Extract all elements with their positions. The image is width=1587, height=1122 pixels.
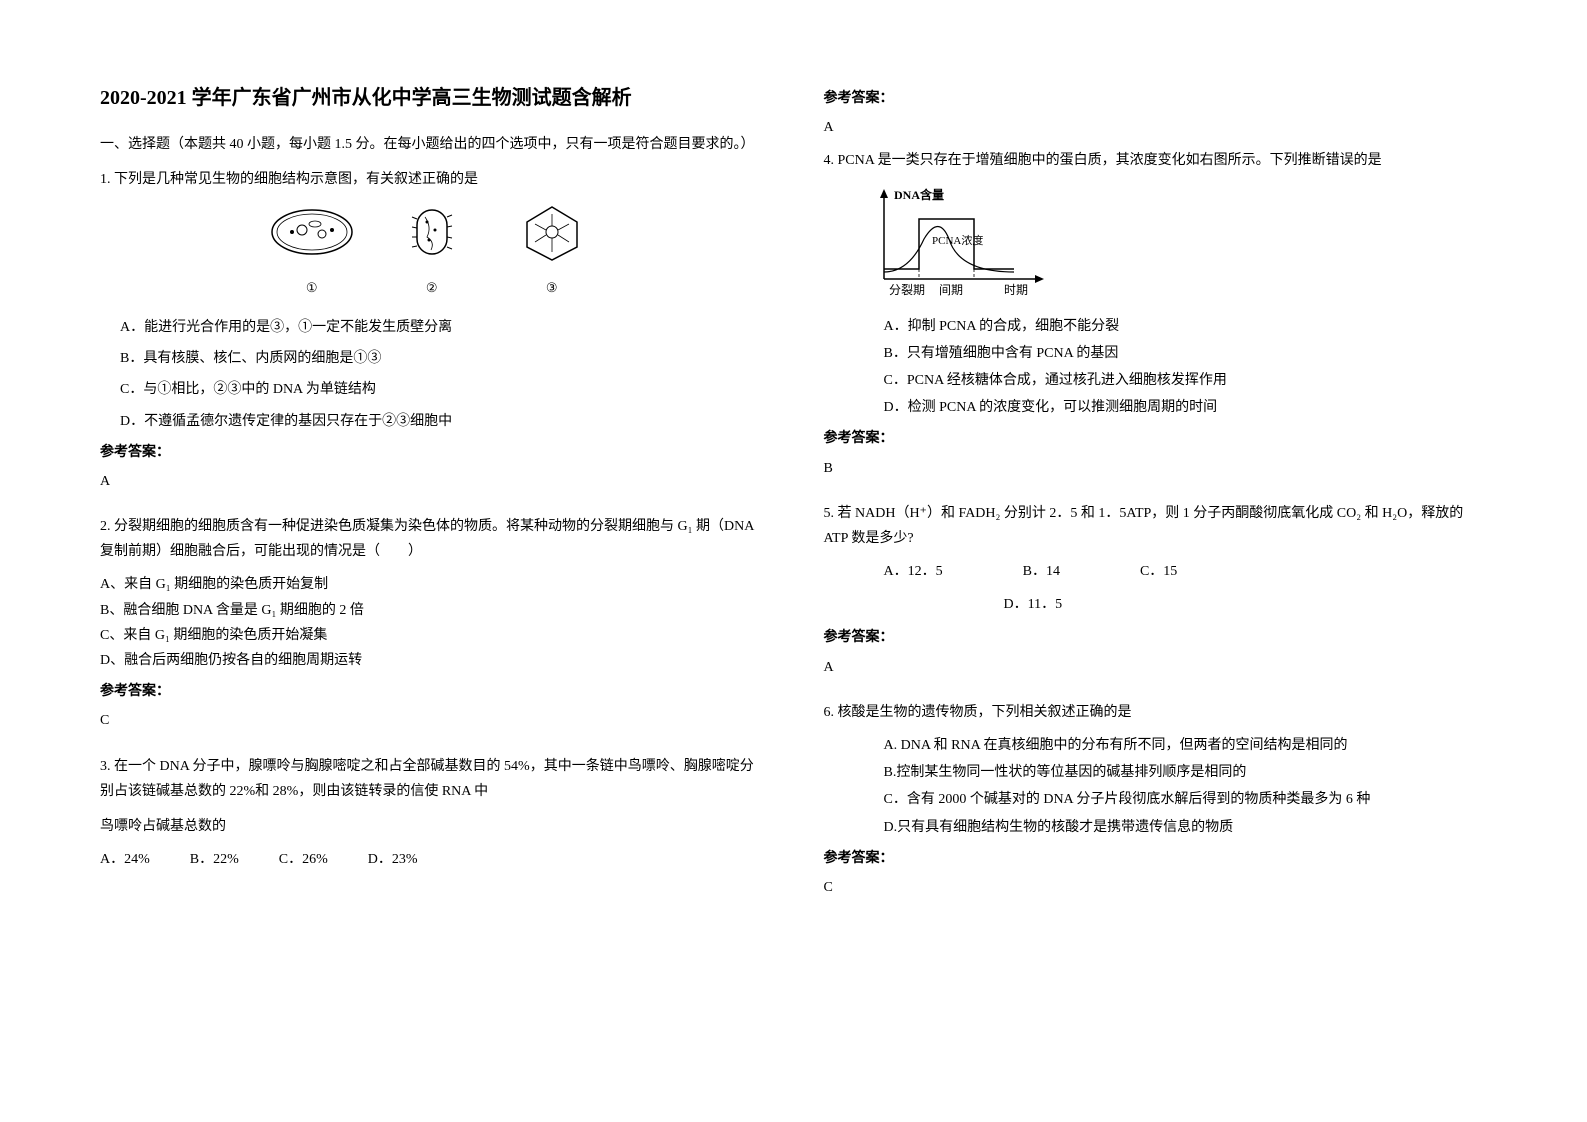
q1-option-c: C．与①相比，②③中的 DNA 为单链结构 bbox=[120, 377, 764, 402]
cell-diagram-1: ① bbox=[267, 202, 357, 299]
chart-curve-label: PCNA浓度 bbox=[932, 233, 983, 247]
q5-option-b: B．14 bbox=[1023, 559, 1060, 584]
q4-option-c: C．PCNA 经核糖体合成，通过核孔进入细胞核发挥作用 bbox=[884, 368, 1488, 393]
q6-option-c: C．含有 2000 个碱基对的 DNA 分子片段彻底水解后得到的物质种类最多为 … bbox=[884, 787, 1488, 812]
document-title: 2020-2021 学年广东省广州市从化中学高三生物测试题含解析 bbox=[100, 80, 764, 116]
q3-text1: 3. 在一个 DNA 分子中，腺嘌呤与胸腺嘧啶之和占全部碱基数目的 54%，其中… bbox=[100, 754, 764, 804]
q2-answer-label: 参考答案： bbox=[100, 679, 764, 704]
q4-option-d: D．检测 PCNA 的浓度变化，可以推测细胞周期的时间 bbox=[884, 395, 1488, 420]
q4-options: A．抑制 PCNA 的合成，细胞不能分裂 B．只有增殖细胞中含有 PCNA 的基… bbox=[884, 314, 1488, 421]
question-3: 3. 在一个 DNA 分子中，腺嘌呤与胸腺嘧啶之和占全部碱基数目的 54%，其中… bbox=[100, 754, 764, 873]
q3-option-a: A．24% bbox=[100, 847, 150, 872]
q1-option-d: D．不遵循孟德尔遗传定律的基因只存在于②③细胞中 bbox=[120, 409, 764, 434]
q5-answer: A bbox=[824, 655, 1488, 680]
q1-option-a: A．能进行光合作用的是③，①一定不能发生质壁分离 bbox=[120, 315, 764, 340]
cell-2-svg bbox=[387, 202, 477, 262]
q2-text: 2. 分裂期细胞的细胞质含有一种促进染色质凝集为染色体的物质。将某种动物的分裂期… bbox=[100, 514, 764, 564]
cell-1-svg bbox=[267, 202, 357, 262]
q6-answer-label: 参考答案： bbox=[824, 846, 1488, 871]
q3-option-d: D．23% bbox=[368, 847, 418, 872]
pcna-chart-svg: DNA含量 PCNA浓度 分裂期 间期 时期 bbox=[864, 184, 1064, 304]
q2-option-d: D、融合后两细胞仍按各自的细胞周期运转 bbox=[100, 648, 764, 673]
q5-option-a: A．12．5 bbox=[884, 559, 943, 584]
q5-option-d: D．11．5 bbox=[1004, 597, 1063, 612]
chart-xlabel-2: 间期 bbox=[939, 283, 963, 297]
q6-answer: C bbox=[824, 875, 1488, 900]
question-6: 6. 核酸是生物的遗传物质，下列相关叙述正确的是 A. DNA 和 RNA 在真… bbox=[824, 700, 1488, 908]
question-1: 1. 下列是几种常见生物的细胞结构示意图，有关叙述正确的是 ① bbox=[100, 167, 764, 502]
q4-answer-label: 参考答案： bbox=[824, 426, 1488, 451]
q5-option-c: C．15 bbox=[1140, 559, 1177, 584]
chart-xlabel-3: 时期 bbox=[1004, 283, 1028, 297]
q3-answer-label: 参考答案： bbox=[824, 86, 1488, 111]
q3-text2: 鸟嘌呤占碱基总数的 bbox=[100, 814, 764, 839]
q2-option-a: A、来自 G₁ 期细胞的染色质开始复制 bbox=[100, 572, 764, 597]
cell-diagram-3: ③ bbox=[507, 202, 597, 299]
q4-chart: DNA含量 PCNA浓度 分裂期 间期 时期 bbox=[864, 184, 1488, 304]
q1-answer-label: 参考答案： bbox=[100, 440, 764, 465]
q5-options-row2: D．11．5 bbox=[1004, 592, 1488, 617]
cell-diagram-2: ② bbox=[387, 202, 477, 299]
question-5: 5. 若 NADH（H⁺）和 FADH₂ 分别计 2．5 和 1．5ATP，则 … bbox=[824, 501, 1488, 688]
q1-answer: A bbox=[100, 469, 764, 494]
q6-options: A. DNA 和 RNA 在真核细胞中的分布有所不同，但两者的空间结构是相同的 … bbox=[884, 733, 1488, 840]
question-2: 2. 分裂期细胞的细胞质含有一种促进染色质凝集为染色体的物质。将某种动物的分裂期… bbox=[100, 514, 764, 742]
q5-answer-label: 参考答案： bbox=[824, 625, 1488, 650]
q1-option-b: B．具有核膜、核仁、内质网的细胞是①③ bbox=[120, 346, 764, 371]
section-header: 一、选择题（本题共 40 小题，每小题 1.5 分。在每小题给出的四个选项中，只… bbox=[100, 132, 764, 157]
q6-option-d: D.只有具有细胞结构生物的核酸才是携带遗传信息的物质 bbox=[884, 815, 1488, 840]
q6-option-b: B.控制某生物同一性状的等位基因的碱基排列顺序是相同的 bbox=[884, 760, 1488, 785]
chart-xlabel-1: 分裂期 bbox=[889, 283, 925, 297]
q2-answer: C bbox=[100, 708, 764, 733]
q4-option-a: A．抑制 PCNA 的合成，细胞不能分裂 bbox=[884, 314, 1488, 339]
q3-option-b: B．22% bbox=[190, 847, 239, 872]
q2-option-c: C、来自 G₁ 期细胞的染色质开始凝集 bbox=[100, 623, 764, 648]
cell-1-label: ① bbox=[267, 276, 357, 299]
q4-option-b: B．只有增殖细胞中含有 PCNA 的基因 bbox=[884, 341, 1488, 366]
cell-2-label: ② bbox=[387, 276, 477, 299]
left-column: 2020-2021 学年广东省广州市从化中学高三生物测试题含解析 一、选择题（本… bbox=[100, 80, 764, 1042]
q4-text: 4. PCNA 是一类只存在于增殖细胞中的蛋白质，其浓度变化如右图所示。下列推断… bbox=[824, 148, 1488, 173]
chart-ylabel: DNA含量 bbox=[894, 187, 944, 202]
q2-option-b: B、融合细胞 DNA 含量是 G₁ 期细胞的 2 倍 bbox=[100, 598, 764, 623]
q3-answer: A bbox=[824, 115, 1488, 140]
q5-options-row1: A．12．5 B．14 C．15 bbox=[884, 559, 1488, 584]
q5-text: 5. 若 NADH（H⁺）和 FADH₂ 分别计 2．5 和 1．5ATP，则 … bbox=[824, 501, 1488, 551]
cell-3-label: ③ bbox=[507, 276, 597, 299]
q1-text: 1. 下列是几种常见生物的细胞结构示意图，有关叙述正确的是 bbox=[100, 167, 764, 192]
cell-3-svg bbox=[507, 202, 597, 262]
q4-answer: B bbox=[824, 456, 1488, 481]
q6-text: 6. 核酸是生物的遗传物质，下列相关叙述正确的是 bbox=[824, 700, 1488, 725]
q1-diagrams: ① ② bbox=[100, 202, 764, 299]
question-4: 4. PCNA 是一类只存在于增殖细胞中的蛋白质，其浓度变化如右图所示。下列推断… bbox=[824, 148, 1488, 488]
right-column: 参考答案： A 4. PCNA 是一类只存在于增殖细胞中的蛋白质，其浓度变化如右… bbox=[824, 80, 1488, 1042]
q3-option-c: C．26% bbox=[279, 847, 328, 872]
q3-options-row: A．24% B．22% C．26% D．23% bbox=[100, 847, 764, 872]
q6-option-a: A. DNA 和 RNA 在真核细胞中的分布有所不同，但两者的空间结构是相同的 bbox=[884, 733, 1488, 758]
